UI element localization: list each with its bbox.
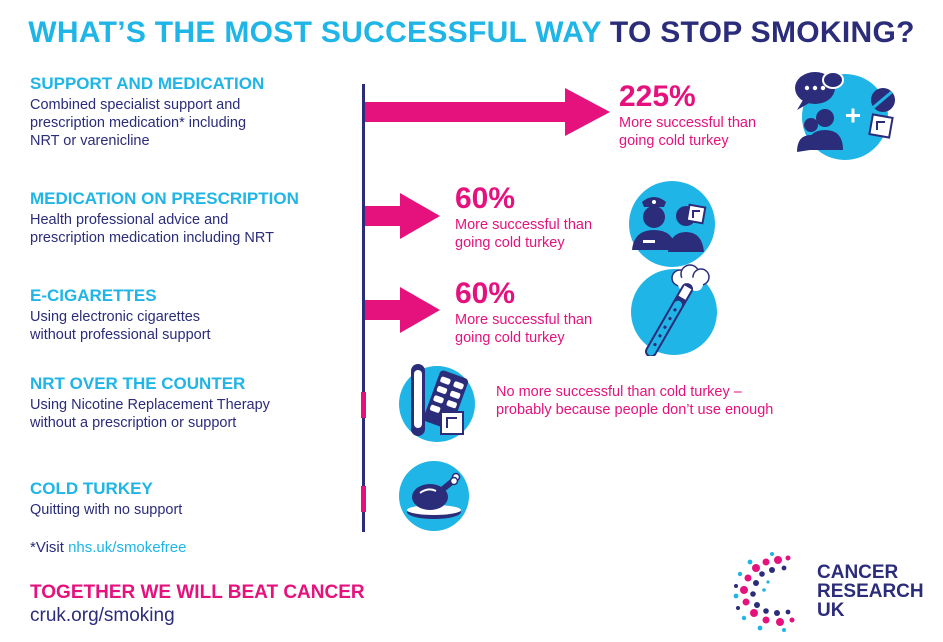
method-description-line: prescription medication including NRT bbox=[30, 230, 274, 246]
method-e-cigarettes: E-CIGARETTES Using electronic cigarettes… bbox=[30, 286, 211, 344]
result-text-line: More successful than bbox=[455, 312, 593, 328]
logo-line: CANCER bbox=[817, 562, 899, 583]
method-description-line: Combined specialist support and bbox=[30, 97, 241, 113]
result-text-line: probably because people don’t use enough bbox=[496, 402, 774, 418]
method-heading: E-CIGARETTES bbox=[30, 286, 157, 305]
result-nrt-over-the-counter: No more successful than cold turkey – pr… bbox=[496, 383, 773, 419]
method-description-line: NRT or varenicline bbox=[30, 133, 150, 149]
method-description: Quitting with no support bbox=[30, 501, 182, 519]
cancer-research-uk-logo-icon bbox=[726, 550, 816, 635]
result-text: More successful than going cold turkey bbox=[455, 216, 592, 252]
result-support-and-medication: 225% More successful than going cold tur… bbox=[619, 80, 756, 150]
result-text-line: More successful than bbox=[619, 115, 757, 131]
arrow-225-percent bbox=[365, 88, 610, 136]
title-part-2: TO STOP SMOKING? bbox=[609, 16, 915, 49]
roast-turkey-icon bbox=[398, 460, 470, 532]
e-cigarette-icon bbox=[628, 264, 720, 358]
method-description: Combined specialist support and prescrip… bbox=[30, 96, 264, 150]
result-percent: 60% bbox=[455, 277, 516, 310]
method-description-line: prescription medication* including bbox=[30, 115, 247, 131]
method-nrt-over-the-counter: NRT OVER THE COUNTER Using Nicotine Repl… bbox=[30, 374, 270, 432]
result-text: More successful than going cold turkey bbox=[455, 311, 592, 347]
result-text: No more successful than cold turkey – pr… bbox=[496, 383, 773, 419]
title-part-1: WHAT’S THE MOST SUCCESSFUL WAY bbox=[28, 16, 602, 49]
footnote-prefix: *Visit bbox=[30, 539, 69, 556]
method-description: Health professional advice and prescript… bbox=[30, 211, 299, 247]
arrow-60-percent-prescription bbox=[365, 193, 440, 239]
result-text: More successful than going cold turkey bbox=[619, 114, 756, 150]
method-heading: NRT OVER THE COUNTER bbox=[30, 374, 246, 393]
result-text-line: going cold turkey bbox=[455, 330, 565, 346]
logo-wordmark: CANCER RESEARCH UK bbox=[817, 563, 924, 620]
method-support-and-medication: SUPPORT AND MEDICATION Combined speciali… bbox=[30, 74, 264, 150]
method-description-line: without a prescription or support bbox=[30, 415, 237, 431]
page-title: WHAT’S THE MOST SUCCESSFUL WAY TO STOP S… bbox=[0, 16, 943, 50]
method-heading: SUPPORT AND MEDICATION bbox=[30, 74, 265, 93]
footnote: *Visit nhs.uk/smokefree bbox=[30, 539, 186, 556]
zero-tick-cold-turkey bbox=[361, 486, 366, 512]
footer-tagline: TOGETHER WE WILL BEAT CANCER bbox=[30, 582, 365, 603]
method-description-line: Using electronic cigarettes bbox=[30, 309, 201, 325]
zero-tick-nrt bbox=[361, 392, 366, 418]
method-description: Using Nicotine Replacement Therapy witho… bbox=[30, 396, 270, 432]
logo-line: RESEARCH bbox=[817, 581, 924, 602]
method-description-line: Health professional advice and bbox=[30, 212, 229, 228]
method-description: Using electronic cigarettes without prof… bbox=[30, 308, 211, 344]
method-description-line: Quitting with no support bbox=[30, 502, 183, 518]
health-professional-icon bbox=[628, 180, 716, 268]
result-text-line: going cold turkey bbox=[455, 235, 565, 251]
method-heading: COLD TURKEY bbox=[30, 479, 153, 498]
result-percent: 225% bbox=[619, 80, 696, 113]
baseline-axis bbox=[362, 84, 365, 532]
method-cold-turkey: COLD TURKEY Quitting with no support bbox=[30, 479, 182, 519]
result-medication-on-prescription: 60% More successful than going cold turk… bbox=[455, 182, 592, 252]
method-description-line: Using Nicotine Replacement Therapy bbox=[30, 397, 270, 413]
logo-line: UK bbox=[817, 600, 845, 621]
result-text-line: No more successful than cold turkey – bbox=[496, 384, 742, 400]
arrow-60-percent-ecig bbox=[365, 287, 440, 333]
method-heading: MEDICATION ON PRESCRIPTION bbox=[30, 189, 299, 208]
result-text-line: going cold turkey bbox=[619, 133, 729, 149]
method-medication-on-prescription: MEDICATION ON PRESCRIPTION Health profes… bbox=[30, 189, 299, 247]
nhs-smokefree-link[interactable]: nhs.uk/smokefree bbox=[68, 539, 187, 556]
result-percent: 60% bbox=[455, 182, 516, 215]
footer-url-link[interactable]: cruk.org/smoking bbox=[30, 605, 175, 626]
nrt-products-icon bbox=[397, 360, 477, 444]
result-text-line: More successful than bbox=[455, 217, 593, 233]
result-e-cigarettes: 60% More successful than going cold turk… bbox=[455, 277, 592, 347]
support-and-medication-icon bbox=[785, 70, 905, 160]
method-description-line: without professional support bbox=[30, 327, 211, 343]
